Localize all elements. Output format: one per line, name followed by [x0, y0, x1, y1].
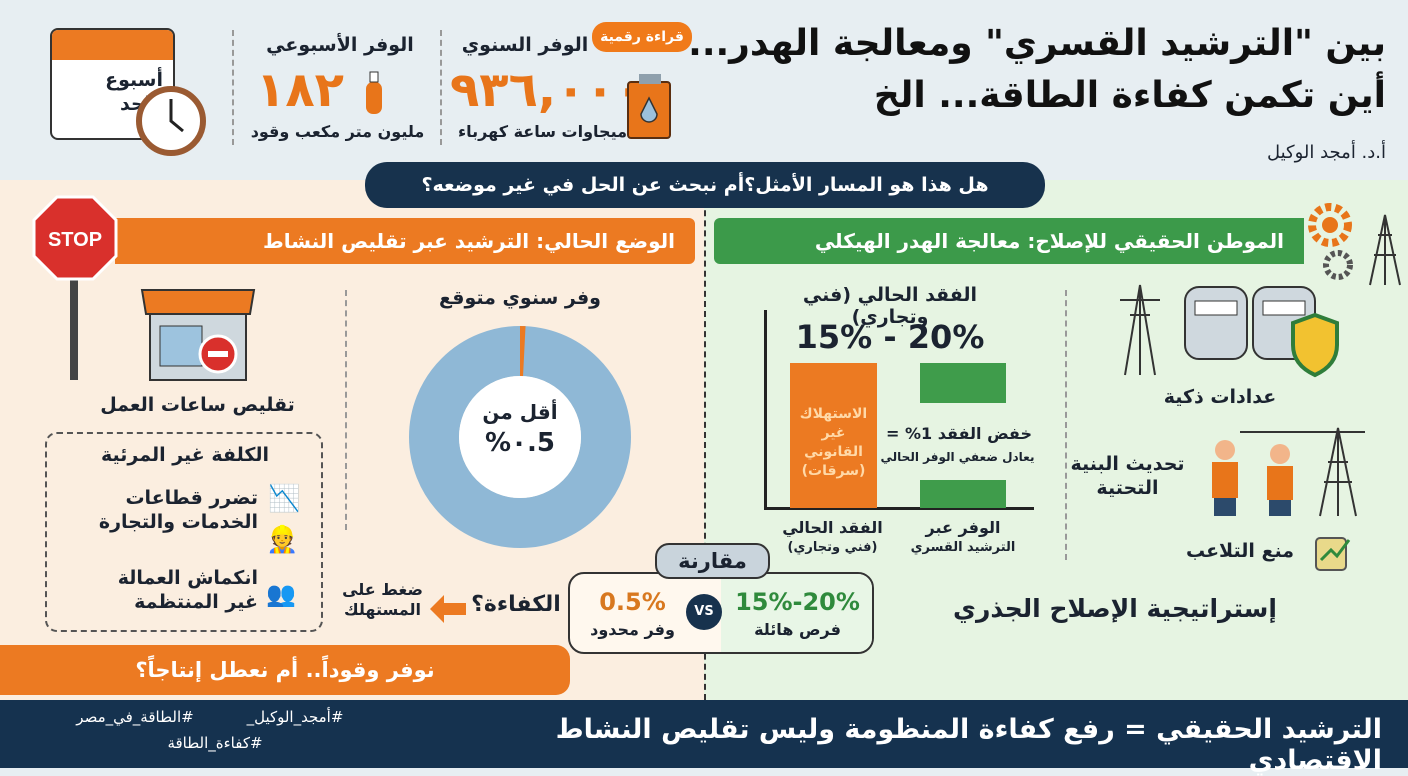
weekly-label: الوفر الأسبوعي	[266, 34, 414, 56]
comparison-tag: مقارنة	[655, 543, 770, 579]
declining-chart-icon: 📉	[268, 484, 301, 514]
gears-tower-icon	[1308, 203, 1401, 286]
chart-x-label: الفقد الحالي (فني وتجاري)	[782, 518, 883, 555]
right-section-header: الموطن الحقيقي للإصلاح: معالجة الهدر اله…	[714, 218, 1304, 264]
feature-anti-tampering: منع التلاعب	[1185, 540, 1295, 562]
calendar-text: أسبوع	[105, 69, 163, 91]
left-section-header: الوضع الحالي: الترشيد عبر تقليص النشاط	[115, 218, 695, 264]
digital-reading-badge: قراءة رقمية	[592, 22, 692, 52]
fuel-barrel-icon	[627, 74, 671, 139]
workers-tower-icon	[1212, 427, 1365, 517]
loss-bar: الاستهلاك غير القانوني (سرقات)	[790, 363, 877, 508]
annual-unit: ميجاوات ساعة كهرباء	[457, 122, 627, 141]
clock-icon	[136, 86, 206, 156]
feature-smart-meters: عدادات ذكية	[1163, 386, 1277, 408]
vs-badge: VS	[686, 594, 722, 630]
chart-title: الفقد الحالي (فني وتجاري)	[802, 284, 978, 328]
anti-tampering-icon	[1315, 537, 1351, 571]
comparison-right-value: 15%-20%	[735, 588, 860, 616]
footer-banner	[0, 700, 1408, 768]
header-area	[0, 0, 1408, 180]
donut-center-value: %٠.5	[485, 428, 555, 458]
weekly-value: ١٨٢	[256, 62, 344, 118]
divider	[1065, 290, 1067, 560]
worker-icon: 👷	[266, 525, 299, 555]
question-banner: هل هذا هو المسار الأمثل؟أم نبحث عن الحل …	[365, 162, 1045, 208]
chart-note-sub: يعادل ضعفي الوفر الحالي	[880, 450, 1035, 464]
feature-infrastructure: تحديث البنية التحتية	[1070, 453, 1185, 499]
chart-range: 15% - 20%	[795, 318, 985, 356]
hashtag[interactable]: #أمجد_الوكيل_	[246, 708, 344, 726]
closed-shop-icon	[140, 289, 256, 381]
chart-x-axis	[764, 507, 1034, 510]
shop-caption: تقليص ساعات العمل	[100, 394, 295, 416]
donut-chart	[409, 326, 631, 548]
gas-cylinder-icon	[366, 71, 382, 114]
hidden-cost-item: انكماش العمالة غير المنتظمة	[117, 567, 258, 613]
savings-bar-bottom	[920, 480, 1006, 508]
chart-y-axis	[764, 310, 767, 510]
footer-main-text: الترشيد الحقيقي = رفع كفاءة المنظومة ولي…	[555, 714, 1382, 776]
arrow-left-icon	[430, 595, 466, 623]
donut-title: وفر سنوي متوقع	[439, 287, 601, 309]
donut-hole	[459, 376, 581, 498]
annual-value: ٩٣٦,٠٠٠	[450, 62, 645, 118]
strategy-title: إستراتيجية الإصلاح الجذري	[953, 594, 1277, 623]
comparison-left-label: وفر محدود	[590, 620, 675, 639]
hidden-cost-item: تضرر قطاعات الخدمات والتجارة	[98, 487, 258, 533]
smart-meters-icon	[1120, 284, 1339, 378]
hashtag[interactable]: #الطاقة_في_مصر	[76, 708, 194, 726]
workers-group-icon: 👥	[266, 580, 296, 608]
hidden-cost-title: الكلفة غير المرئية	[100, 444, 270, 466]
author: أ.د. أمجد الوكيل	[1266, 142, 1386, 163]
stop-text: STOP	[48, 229, 102, 251]
stop-sign-icon: STOP	[32, 195, 118, 380]
divider	[440, 30, 442, 145]
consumer-pressure: ضغط على المستهلك	[342, 580, 423, 619]
annual-label: الوفر السنوي	[461, 34, 589, 56]
comparison-left-value: 0.5%	[599, 588, 666, 616]
page-title: بين "الترشيد القسري" ومعالجة الهدر... أين…	[688, 23, 1386, 116]
weekly-unit: مليون متر مكعب وقود	[250, 122, 425, 141]
donut-value-slice	[409, 326, 631, 548]
savings-bar-top	[920, 363, 1006, 403]
hidden-cost-box	[45, 432, 323, 632]
comparison-right-label: فرص هائلة	[754, 620, 841, 639]
divider	[232, 30, 234, 145]
divider	[345, 290, 347, 530]
donut-center-label: أقل من	[482, 400, 558, 424]
chart-x-label: الوفر عبر الترشيد القسري	[910, 518, 1016, 555]
chart-note: خفض الفقد 1% =	[886, 424, 1032, 443]
efficiency-question: الكفاءة؟	[471, 592, 561, 617]
left-bottom-banner: نوفر وقوداً.. أم نعطل إنتاجاً؟	[0, 645, 570, 695]
hashtag[interactable]: #كفاءة_الطاقة	[167, 734, 263, 752]
